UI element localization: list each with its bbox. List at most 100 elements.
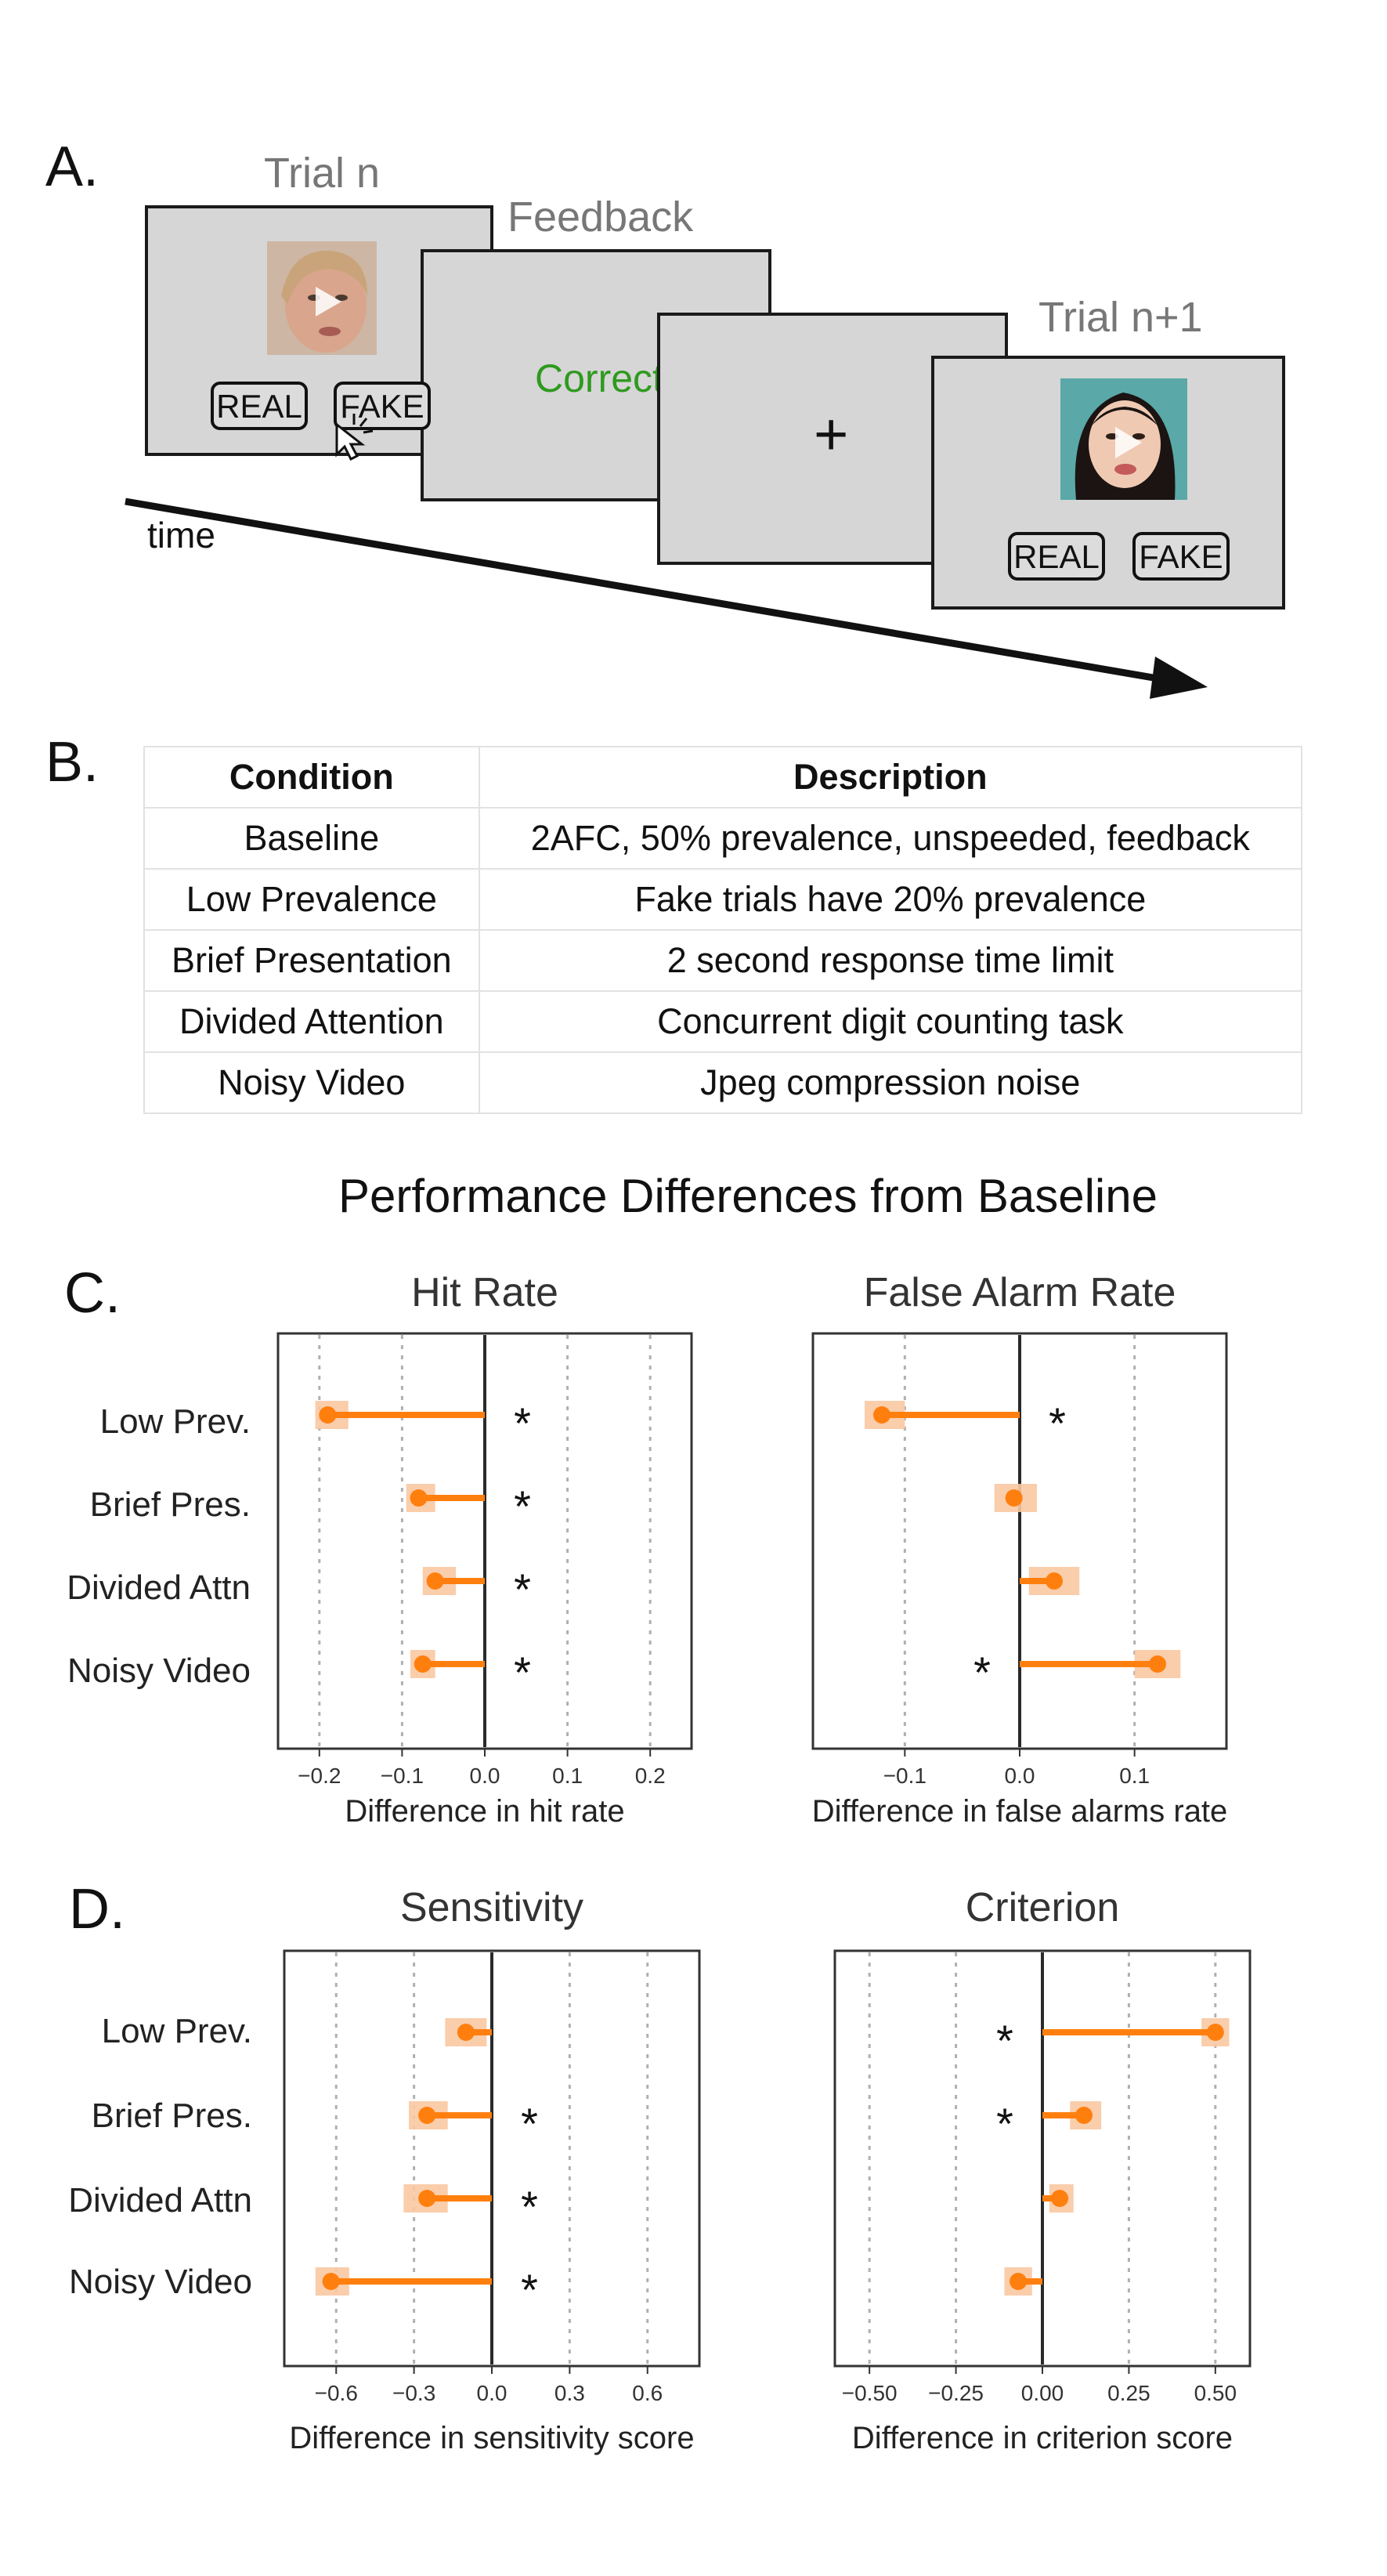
cell-description: Jpeg compression noise xyxy=(478,1051,1303,1114)
sensitivity-title: Sensitivity xyxy=(399,1885,584,1930)
cell-description: 2AFC, 50% prevalence, unspeeded, feedbac… xyxy=(478,807,1303,870)
hit-significance-star: * xyxy=(514,1565,531,1614)
hit-tick-label: −0.2 xyxy=(298,1764,341,1788)
panel-a-letter: A. xyxy=(45,136,99,198)
cursor-icon xyxy=(335,414,374,461)
sens-tick-label: 0.6 xyxy=(632,2381,663,2405)
hit-tick-label: −0.1 xyxy=(381,1764,424,1788)
cell-condition: Divided Attention xyxy=(143,990,480,1053)
hit-point xyxy=(414,1655,432,1673)
conditions-table: Condition Description Baseline 2AFC, 50%… xyxy=(143,746,1303,1114)
hit-rate-title: Hit Rate xyxy=(411,1270,558,1315)
sens-point xyxy=(457,2024,475,2041)
header-description: Description xyxy=(478,746,1303,809)
crit-tick-label: 0.50 xyxy=(1194,2381,1237,2405)
sens-tick-label: 0.3 xyxy=(554,2381,585,2405)
crit-point xyxy=(1206,2024,1224,2041)
crit-significance-star: * xyxy=(996,2016,1013,2065)
fake-button[interactable]: FAKE xyxy=(334,382,431,430)
crit-point xyxy=(1051,2190,1069,2207)
crit-point xyxy=(1075,2107,1093,2124)
sens-significance-star: * xyxy=(521,2099,538,2148)
fa-tick-label: −0.1 xyxy=(883,1764,926,1788)
hit-tick-label: 0.1 xyxy=(552,1764,583,1788)
sens-tick-label: −0.3 xyxy=(392,2381,435,2405)
play-icon xyxy=(1115,427,1142,458)
fa-point xyxy=(1046,1572,1063,1590)
criterion-chart: −0.50 −0.25 0.00 0.25 0.50 * * xyxy=(833,1949,1252,2405)
hit-point xyxy=(426,1572,444,1590)
false-alarm-xlabel: Difference in false alarms rate xyxy=(811,1794,1228,1829)
false-alarm-title: False Alarm Rate xyxy=(863,1270,1176,1315)
criterion-xlabel: Difference in criterion score xyxy=(851,2421,1233,2455)
sens-significance-star: * xyxy=(521,2182,538,2231)
crit-significance-star: * xyxy=(996,2099,1013,2148)
panel-d-letter: D. xyxy=(69,1878,125,1941)
face-video-thumbnail xyxy=(267,241,377,355)
sens-significance-star: * xyxy=(521,2265,538,2314)
hit-point xyxy=(410,1489,428,1507)
hit-cat-label-3: Noisy Video xyxy=(67,1652,251,1690)
table-row: Noisy Video Jpeg compression noise xyxy=(143,1051,1303,1114)
sens-tick-label: −0.6 xyxy=(315,2381,358,2405)
hit-significance-star: * xyxy=(514,1398,531,1448)
sens-cat-label-2: Divided Attn xyxy=(68,2181,252,2220)
criterion-title: Criterion xyxy=(965,1885,1120,1930)
hit-point xyxy=(319,1406,337,1424)
crit-tick-label: −0.50 xyxy=(842,2381,898,2405)
crit-tick-label: −0.25 xyxy=(928,2381,984,2405)
trial-n1-screen: REAL FAKE xyxy=(931,356,1285,610)
sensitivity-chart: −0.6 −0.3 0.0 0.3 0.6 * * * xyxy=(283,1949,701,2405)
sens-point xyxy=(418,2190,436,2207)
time-label: time xyxy=(147,515,215,555)
table-row: Low Prevalence Fake trials have 20% prev… xyxy=(143,868,1303,931)
cell-condition: Noisy Video xyxy=(143,1051,480,1114)
fa-tick-label: 0.0 xyxy=(1005,1764,1035,1788)
hit-cat-label-0: Low Prev. xyxy=(99,1402,251,1441)
table-row: Divided Attention Concurrent digit count… xyxy=(143,990,1303,1053)
fixation-cross: + xyxy=(814,401,849,468)
hit-tick-label: 0.0 xyxy=(470,1764,500,1788)
real-button[interactable]: REAL xyxy=(211,382,308,430)
crit-tick-label: 0.00 xyxy=(1021,2381,1064,2405)
hit-tick-label: 0.2 xyxy=(635,1764,666,1788)
sens-tick-label: 0.0 xyxy=(477,2381,507,2405)
fa-point xyxy=(873,1406,890,1424)
sens-cat-label-1: Brief Pres. xyxy=(91,2097,252,2135)
header-condition: Condition xyxy=(143,746,480,809)
table-row: Brief Presentation 2 second response tim… xyxy=(143,929,1303,992)
table-header-row: Condition Description xyxy=(143,746,1303,809)
fa-significance-star: * xyxy=(973,1648,991,1697)
cell-condition: Low Prevalence xyxy=(143,868,480,931)
real-button-2[interactable]: REAL xyxy=(1008,532,1105,581)
sens-point xyxy=(322,2273,340,2290)
cell-description: 2 second response time limit xyxy=(478,929,1303,992)
play-icon xyxy=(316,287,341,317)
sens-cat-label-0: Low Prev. xyxy=(101,2012,252,2050)
fa-point xyxy=(1005,1489,1023,1507)
cell-description: Fake trials have 20% prevalence xyxy=(478,868,1303,931)
hit-cat-label-2: Divided Attn xyxy=(67,1568,251,1607)
fa-point xyxy=(1149,1655,1166,1673)
sens-point xyxy=(418,2107,436,2124)
face-video-thumbnail-2 xyxy=(1060,378,1187,500)
feedback-title: Feedback xyxy=(507,194,694,241)
hit-rate-xlabel: Difference in hit rate xyxy=(345,1794,625,1829)
hit-significance-star: * xyxy=(514,1648,531,1697)
sensitivity-xlabel: Difference in sensitivity score xyxy=(289,2421,695,2455)
cell-description: Concurrent digit counting task xyxy=(478,990,1303,1053)
cell-condition: Baseline xyxy=(143,807,480,870)
panel-c-letter: C. xyxy=(64,1262,121,1325)
false-alarm-chart: −0.1 0.0 0.1 * * xyxy=(811,1332,1228,1788)
crit-point xyxy=(1010,2273,1028,2290)
panel-b-letter: B. xyxy=(45,731,99,794)
figure-title: Performance Differences from Baseline xyxy=(338,1170,1158,1222)
hit-significance-star: * xyxy=(514,1482,531,1531)
fa-significance-star: * xyxy=(1049,1398,1066,1448)
hit-rate-chart: −0.2 −0.1 0.0 0.1 0.2 * * * * xyxy=(276,1332,693,1788)
trial-n1-title: Trial n+1 xyxy=(1038,294,1203,341)
fake-button-2[interactable]: FAKE xyxy=(1132,532,1230,581)
sens-cat-label-3: Noisy Video xyxy=(69,2263,252,2301)
trial-n-title: Trial n xyxy=(264,150,381,197)
fa-tick-label: 0.1 xyxy=(1119,1764,1150,1788)
